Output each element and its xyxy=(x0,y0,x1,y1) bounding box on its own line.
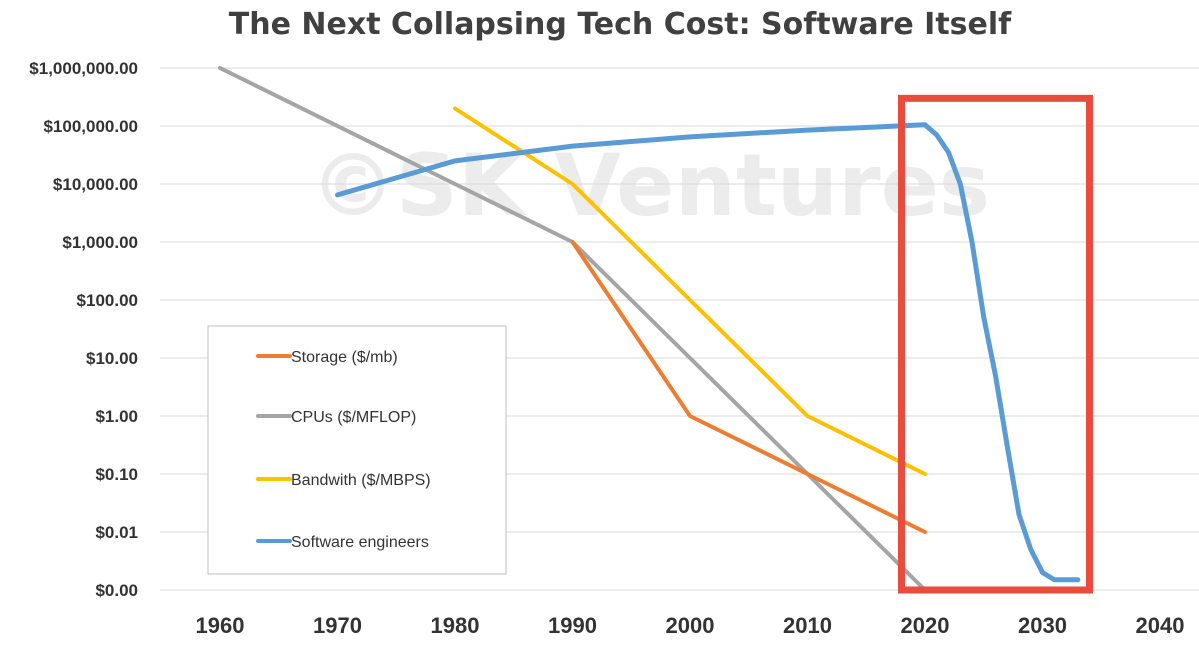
series-line-bandwidth xyxy=(453,106,927,476)
x-axis-tick-labels: 1960 1970 1980 1990 2000 2010 2020 2030 2040 xyxy=(196,613,1185,638)
series-line-software-engineers xyxy=(335,122,1081,583)
y-tick-label: $0.00 xyxy=(95,581,138,600)
x-tick-label: 2030 xyxy=(1018,613,1067,638)
x-tick-label: 2010 xyxy=(783,613,832,638)
highlight-box xyxy=(898,94,1093,594)
series-lines xyxy=(218,66,1081,592)
x-tick-label: 1980 xyxy=(431,613,480,638)
watermark: ©SK Ventures xyxy=(310,136,990,236)
y-tick-label: $0.01 xyxy=(95,523,138,542)
y-tick-label: $100,000.00 xyxy=(43,117,138,136)
y-tick-label: $10,000.00 xyxy=(53,175,138,194)
legend-label: CPUs ($/MFLOP) xyxy=(291,409,416,426)
series-line-cpus xyxy=(218,66,927,592)
legend: Storage ($/mb) CPUs ($/MFLOP) Bandwith ($/… xyxy=(207,325,507,575)
y-tick-label: $100.00 xyxy=(77,291,138,310)
legend-label: Bandwith ($/MBPS) xyxy=(291,472,431,489)
x-tick-label: 2020 xyxy=(901,613,950,638)
x-tick-label: 1960 xyxy=(196,613,245,638)
x-tick-label: 1990 xyxy=(548,613,597,638)
y-axis-tick-labels: $1,000,000.00 $100,000.00 $10,000.00 $1,000… xyxy=(29,59,138,600)
x-tick-label: 2040 xyxy=(1136,613,1185,638)
highlight-box-layer xyxy=(898,94,1093,594)
legend-box xyxy=(207,325,507,575)
y-tick-label: $0.10 xyxy=(95,465,138,484)
legend-label: Storage ($/mb) xyxy=(291,349,398,366)
x-tick-label: 1970 xyxy=(313,613,362,638)
series-line-storage xyxy=(570,240,927,534)
y-tick-label: $10.00 xyxy=(86,349,138,368)
chart-title: The Next Collapsing Tech Cost: Software … xyxy=(229,7,1012,42)
legend-label: Software engineers xyxy=(291,534,429,551)
y-tick-label: $1,000,000.00 xyxy=(29,59,138,78)
y-tick-label: $1.00 xyxy=(95,407,138,426)
y-tick-label: $1,000.00 xyxy=(62,233,138,252)
x-tick-label: 2000 xyxy=(666,613,715,638)
